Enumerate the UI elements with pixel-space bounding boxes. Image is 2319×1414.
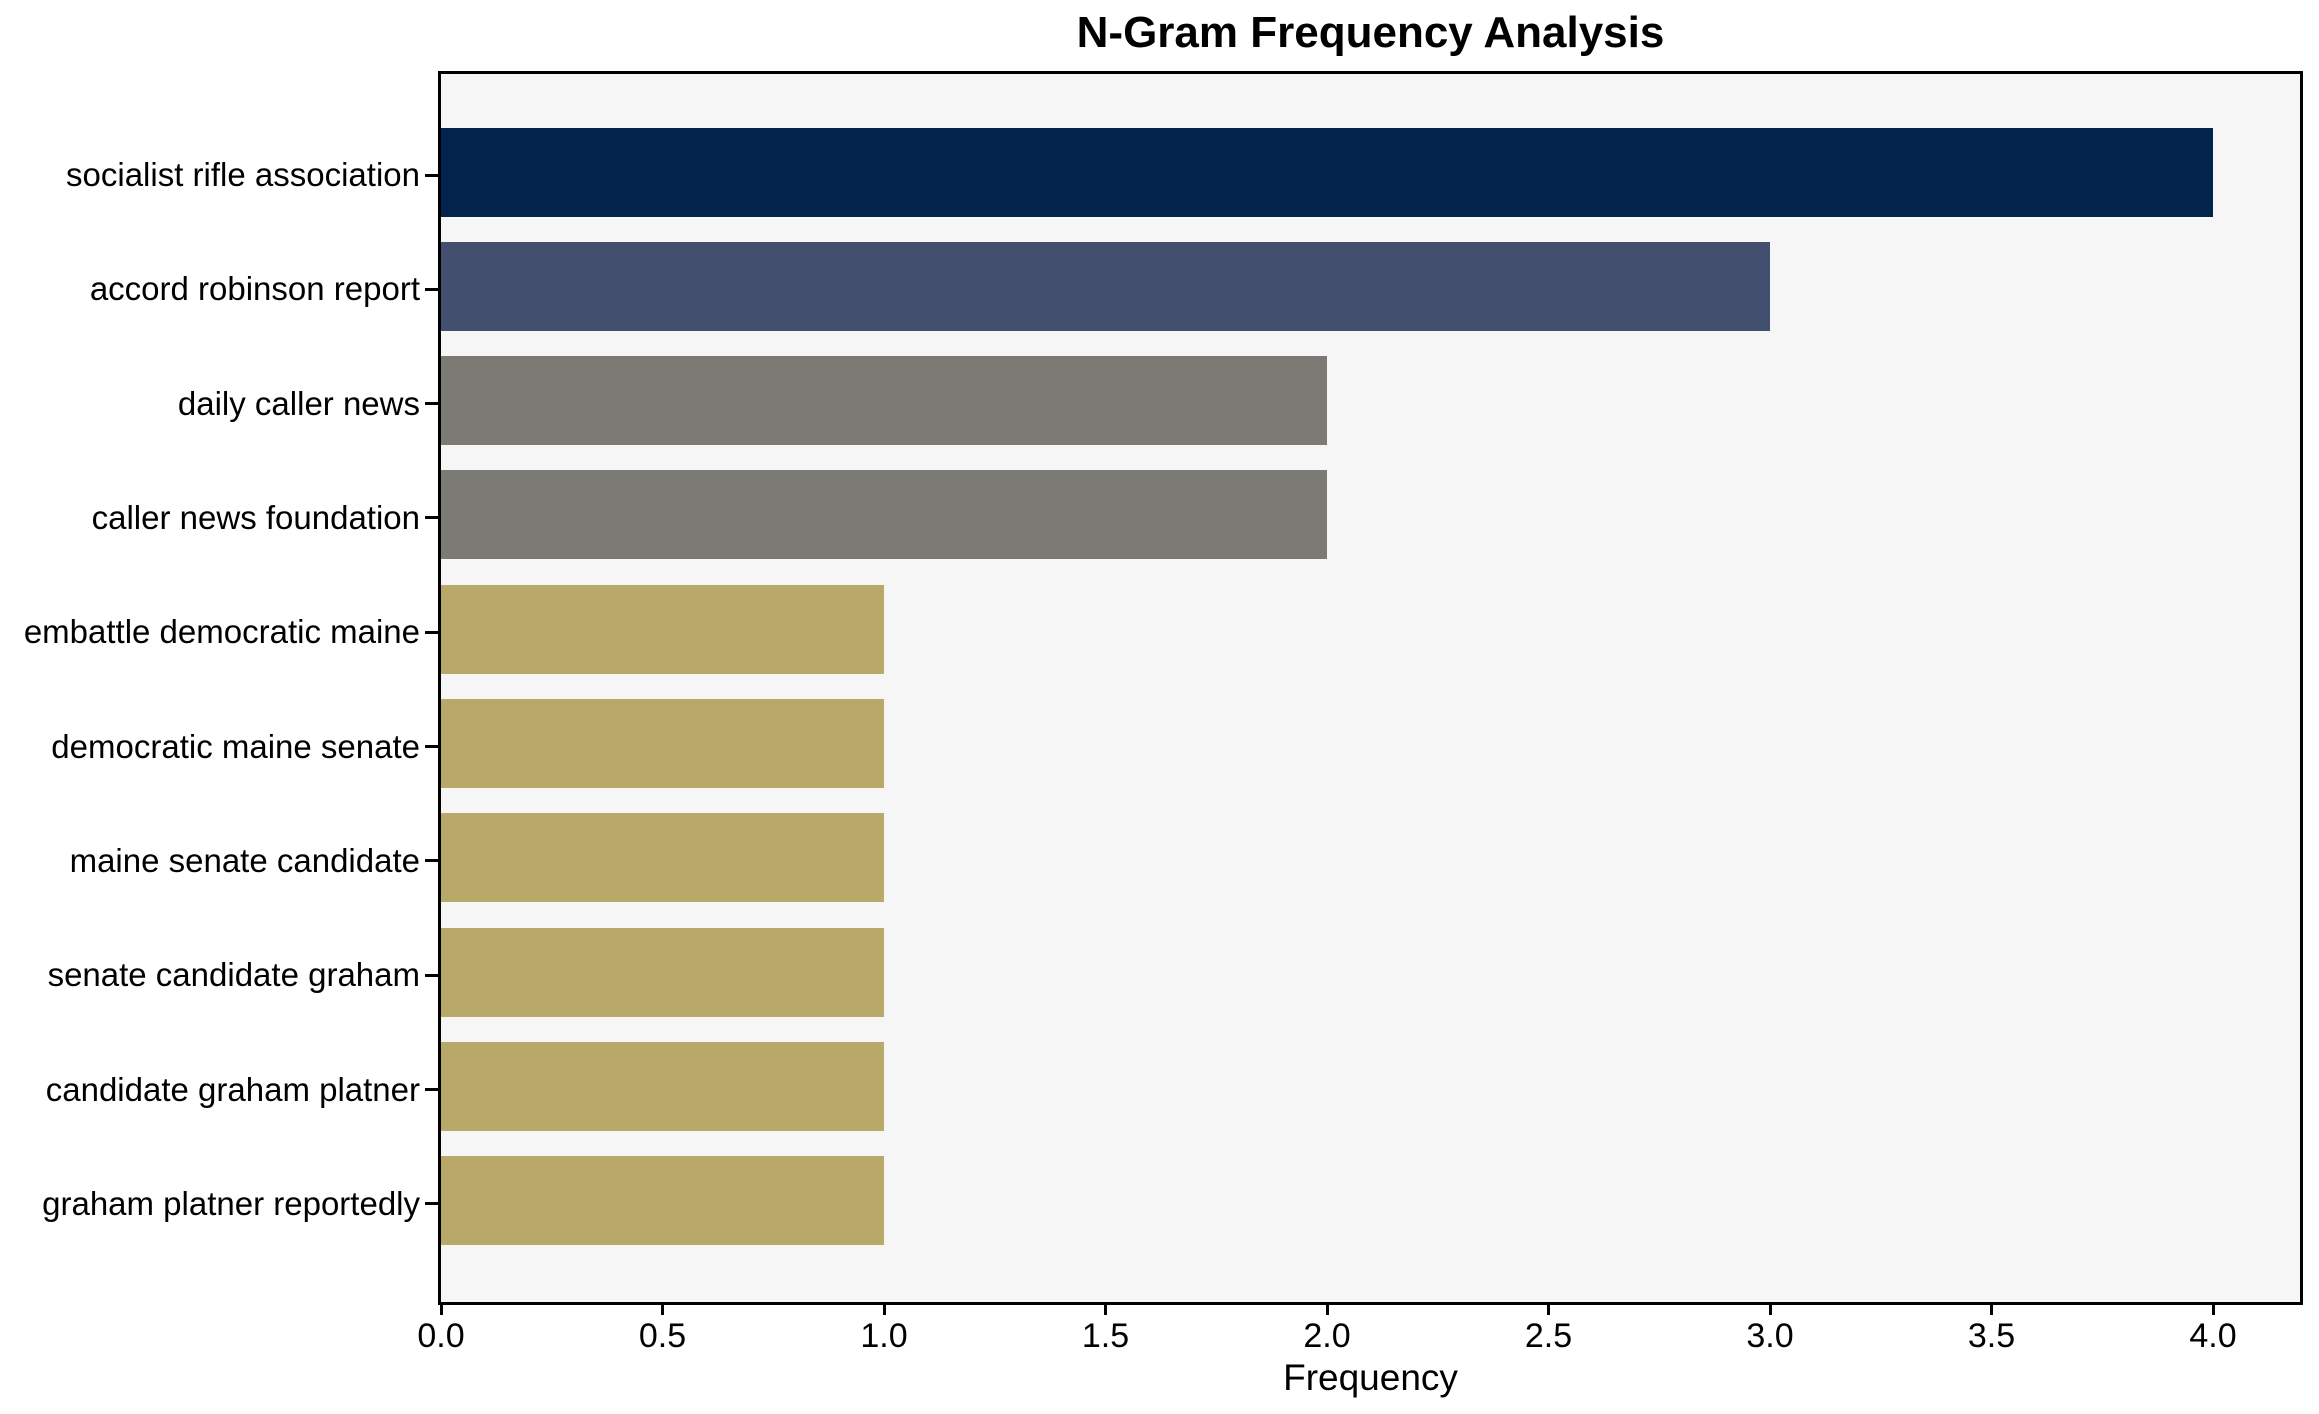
- y-tick-label: accord robinson report: [89, 270, 420, 308]
- y-tick-label: graham platner reportedly: [42, 1184, 420, 1222]
- x-tick-mark: [661, 1305, 664, 1315]
- bar: [441, 699, 884, 789]
- x-tick-label: 3.5: [1967, 1317, 2016, 1355]
- x-tick-mark: [2211, 1305, 2215, 1315]
- y-tick-mark: [425, 973, 438, 977]
- y-tick-label: socialist rifle association: [66, 156, 420, 193]
- x-tick-mark: [1547, 1305, 1550, 1315]
- x-tick-label: 2.0: [1303, 1317, 1351, 1355]
- y-tick-label: maine senate candidate: [69, 841, 420, 879]
- y-tick-mark: [425, 1088, 438, 1092]
- y-tick-label: daily caller news: [177, 384, 420, 422]
- bar: [441, 470, 1327, 560]
- y-tick-label: senate candidate graham: [47, 956, 420, 994]
- bar: [441, 241, 1770, 331]
- plot-area: [438, 71, 2303, 1305]
- bar: [441, 584, 884, 674]
- bar: [441, 1156, 884, 1246]
- y-tick-label: candidate graham platner: [45, 1070, 420, 1108]
- bar: [441, 927, 884, 1017]
- y-tick-mark: [425, 745, 438, 749]
- y-tick-mark: [425, 630, 438, 634]
- bar: [441, 1042, 884, 1132]
- x-tick-mark: [1768, 1305, 1772, 1315]
- y-tick-mark: [425, 1202, 438, 1206]
- y-tick-mark: [425, 402, 438, 406]
- bar: [441, 127, 2213, 217]
- x-axis-label: Frequency: [1283, 1357, 1458, 1398]
- y-tick-mark: [425, 859, 438, 863]
- bar: [441, 813, 884, 903]
- y-tick-mark: [425, 287, 438, 291]
- y-tick-mark: [425, 516, 438, 520]
- y-tick-label: caller news foundation: [91, 498, 420, 536]
- x-tick-label: 0.0: [417, 1317, 465, 1355]
- chart-title: N-Gram Frequency Analysis: [1076, 8, 1665, 57]
- x-tick-label: 4.0: [2189, 1317, 2237, 1355]
- x-tick-label: 1.5: [1081, 1317, 1130, 1355]
- x-tick-mark: [1104, 1305, 1107, 1315]
- x-tick-mark: [1325, 1305, 1329, 1315]
- x-tick-mark: [1990, 1305, 1993, 1315]
- x-tick-mark: [882, 1305, 886, 1315]
- x-tick-label: 3.0: [1746, 1317, 1794, 1355]
- x-tick-label: 0.5: [638, 1317, 687, 1355]
- x-tick-mark: [439, 1305, 443, 1315]
- y-tick-label: democratic maine senate: [51, 727, 420, 765]
- bar: [441, 356, 1327, 446]
- x-tick-label: 1.0: [860, 1317, 908, 1355]
- y-tick-mark: [425, 173, 438, 177]
- y-tick-label: embattle democratic maine: [23, 613, 420, 651]
- x-tick-label: 2.5: [1524, 1317, 1573, 1355]
